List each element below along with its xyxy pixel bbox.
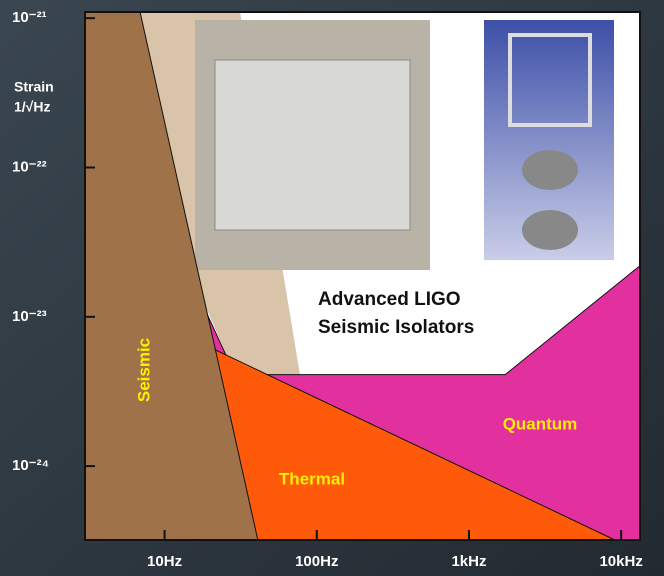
photo-frame [508,33,592,127]
y-tick-label: 10⁻²¹ [12,9,47,26]
y-axis-label: 1/√Hz [14,99,50,115]
axes: 10Hz 100Hz 1kHz 10kHz 10⁻²¹ 10⁻²² 10⁻²³ 10⁻²⁴ [12,9,643,570]
annotation: Advanced LIGO [318,289,461,310]
area-label: Quantum [503,414,578,433]
area-label: Seismic [134,338,153,402]
photo-mass [522,210,578,250]
y-tick-label: 10⁻²⁴ [12,457,49,474]
x-tick-label: 1kHz [451,553,486,570]
photo-mass [522,150,578,190]
plot-frame [84,11,641,541]
area-label: Thermal [279,469,345,488]
x-tick-label: 100Hz [295,553,338,570]
y-axis-label: Strain [14,79,54,95]
annotation: Seismic Isolators [318,317,474,338]
x-tick-label: 10kHz [599,553,642,570]
y-tick-label: 10⁻²² [12,158,47,175]
x-tick-label: 10Hz [147,553,182,570]
y-tick-label: 10⁻²³ [12,308,47,325]
photo-detail [214,59,411,231]
